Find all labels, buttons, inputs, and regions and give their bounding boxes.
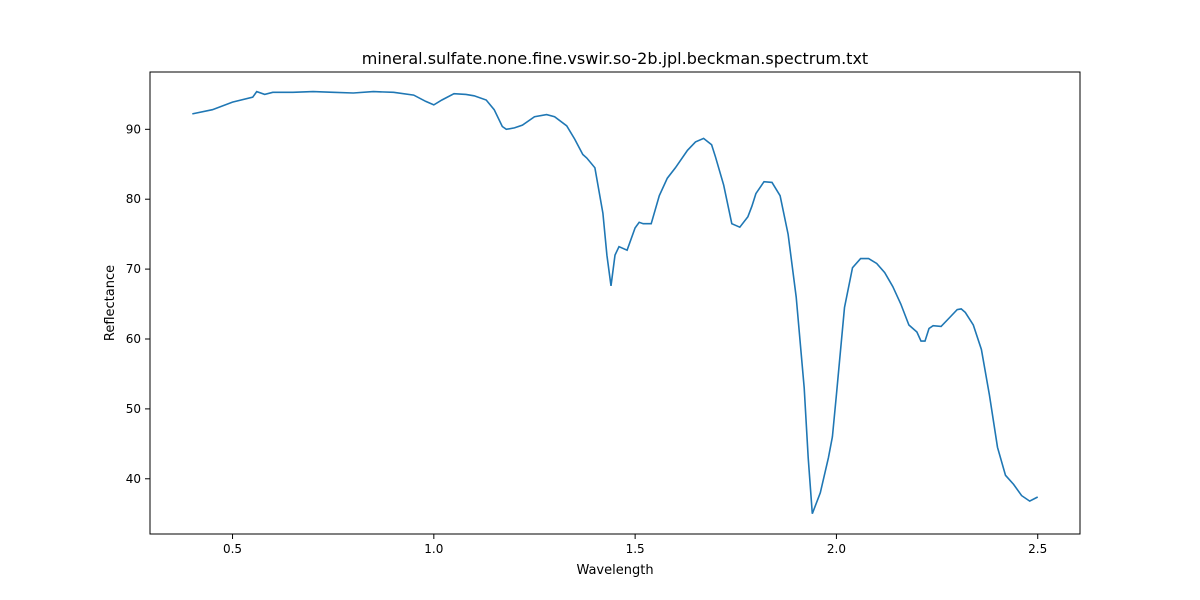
y-tick-label: 90 [126,122,141,136]
y-axis: 40 50 60 70 80 90 [126,122,150,486]
y-tick-label: 50 [126,402,141,416]
y-axis-label: Reflectance [103,265,118,341]
x-tick-label: 1.5 [626,542,645,556]
x-tick-label: 1.0 [424,542,443,556]
x-axis-label: Wavelength [576,563,653,578]
chart-title: mineral.sulfate.none.fine.vswir.so-2b.jp… [362,49,868,68]
plot-area [149,71,1081,535]
y-tick-label: 70 [126,262,141,276]
y-tick-label: 80 [126,192,141,206]
x-axis: 0.5 1.0 1.5 2.0 2.5 [223,534,1047,556]
x-tick-label: 2.5 [1028,542,1047,556]
y-tick-label: 60 [126,332,141,346]
y-tick-label: 40 [126,472,141,486]
spectrum-line [192,90,1039,514]
x-tick-label: 2.0 [827,542,846,556]
x-tick-label: 0.5 [223,542,242,556]
